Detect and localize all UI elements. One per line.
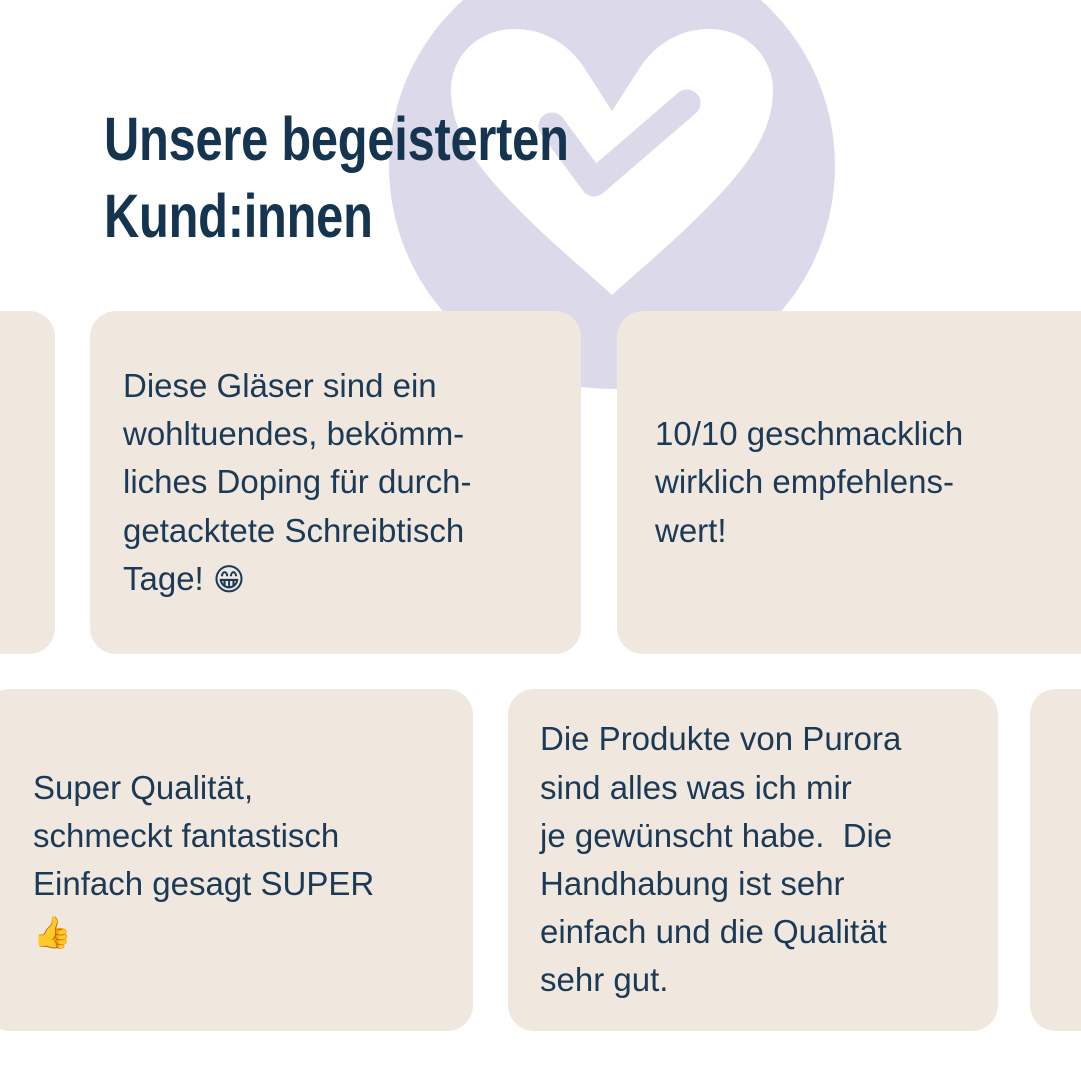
testimonial-text: Super Qualität, schmeckt fantastisch Ein…: [33, 768, 375, 952]
heading-line-1: Unsere begeisterten: [104, 105, 569, 173]
thumbs-up-icon: 👍: [33, 915, 72, 952]
testimonial-card-partial-right[interactable]: [1030, 689, 1081, 1031]
testimonial-card-1[interactable]: Diese Gläser sind ein wohltuendes, beköm…: [90, 311, 581, 654]
grinning-face-with-smiling-eyes-icon: 😁: [212, 561, 246, 598]
section-heading: Unsere begeisterten Kund:innen: [104, 101, 600, 255]
testimonial-text: Die Produkte von Purora sind alles was i…: [540, 720, 902, 999]
testimonial-text: Diese Gläser sind ein wohltuendes, beköm…: [123, 367, 472, 598]
heading-line-2: Kund:innen: [104, 181, 373, 250]
testimonial-card-4[interactable]: Die Produkte von Purora sind alles was i…: [508, 689, 998, 1031]
testimonial-text: 10/10 geschmacklich wirklich empfehlens-…: [655, 415, 964, 549]
testimonial-card-partial-left[interactable]: [0, 311, 55, 654]
testimonial-card-2[interactable]: 10/10 geschmacklich wirklich empfehlens-…: [617, 311, 1081, 654]
testimonial-card-3[interactable]: Super Qualität, schmeckt fantastisch Ein…: [0, 689, 473, 1031]
